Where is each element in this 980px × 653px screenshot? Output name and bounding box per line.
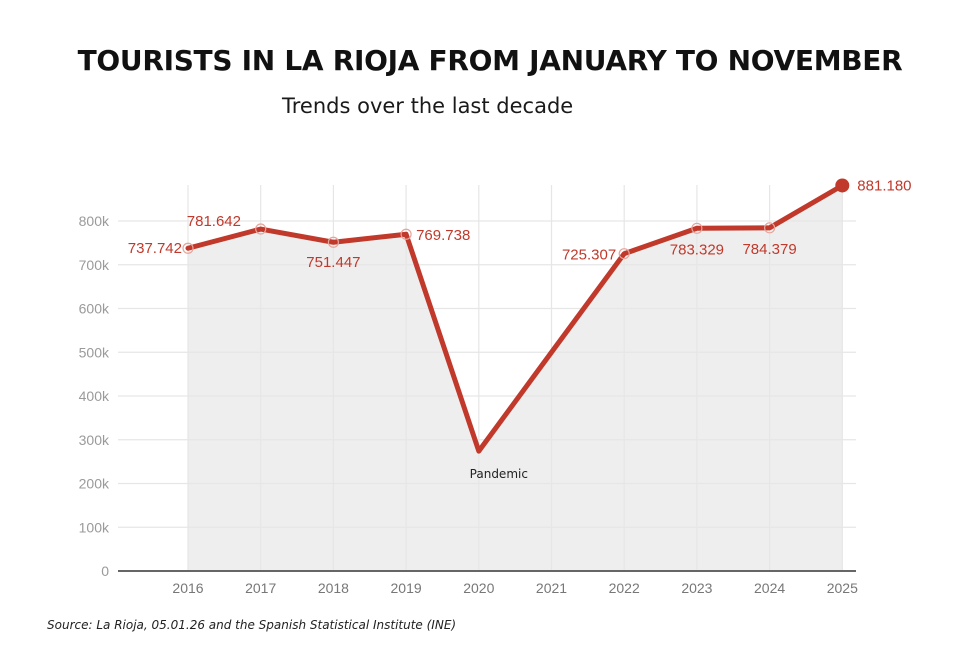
y-tick-label: 100k xyxy=(79,519,110,535)
data-point-marker[interactable] xyxy=(255,223,267,235)
data-point-marker[interactable] xyxy=(327,236,339,248)
annotations: Pandemic xyxy=(470,467,528,481)
data-label: 784.379 xyxy=(742,241,796,258)
y-tick-label: 0 xyxy=(101,563,109,579)
data-markers xyxy=(182,178,850,260)
y-tick-label: 500k xyxy=(79,344,110,360)
data-label: 769.738 xyxy=(416,227,470,244)
y-axis: 0 100k 200k 300k 400k 500k 600k 700k 800k xyxy=(79,213,110,579)
x-axis: 2016 2017 2018 2019 2020 2021 2022 2023 2024 2025 xyxy=(118,570,858,596)
x-tick-label: 2018 xyxy=(318,580,349,596)
data-label: 737.742 xyxy=(128,240,182,257)
data-label: 725.307 xyxy=(562,247,616,264)
chart-title: TOURISTS IN LA RIOJA FROM JANUARY TO NOV… xyxy=(77,44,903,77)
data-point-marker[interactable] xyxy=(618,248,630,260)
x-tick-label: 2020 xyxy=(463,580,494,596)
x-tick-label: 2016 xyxy=(172,580,203,596)
data-point-marker[interactable] xyxy=(400,228,412,240)
data-point-marker[interactable] xyxy=(691,222,703,234)
data-point-marker[interactable] xyxy=(182,242,194,254)
chart-subtitle: Trends over the last decade xyxy=(282,94,574,118)
data-labels: 737.742 781.642 751.447 769.738 725.307 783.3… xyxy=(128,177,912,271)
series-line xyxy=(185,182,845,454)
x-tick-label: 2024 xyxy=(754,580,785,596)
data-label: 751.447 xyxy=(306,254,360,271)
data-point-marker[interactable] xyxy=(835,178,850,193)
x-tick-label: 2021 xyxy=(536,580,567,596)
x-tick-label: 2023 xyxy=(681,580,712,596)
y-tick-label: 300k xyxy=(79,432,110,448)
gridlines xyxy=(118,185,856,571)
area-fill xyxy=(188,185,843,571)
y-tick-label: 800k xyxy=(79,213,110,229)
data-point-marker[interactable] xyxy=(763,222,776,234)
x-tick-label: 2019 xyxy=(391,580,422,596)
data-label: 881.180 xyxy=(857,177,911,194)
data-label: 781.642 xyxy=(187,213,241,230)
y-tick-label: 700k xyxy=(79,257,110,273)
area-fill-path xyxy=(188,185,843,571)
data-line xyxy=(185,182,845,454)
source-note: Source: La Rioja, 05.01.26 and the Spani… xyxy=(47,618,457,632)
y-tick-label: 600k xyxy=(79,301,110,317)
x-tick-label: 2025 xyxy=(827,580,858,596)
pandemic-annotation: Pandemic xyxy=(470,467,528,481)
x-tick-label: 2022 xyxy=(609,580,640,596)
y-tick-label: 200k xyxy=(79,476,110,492)
y-tick-label: 400k xyxy=(79,388,110,404)
x-tick-label: 2017 xyxy=(245,580,276,596)
data-label: 783.329 xyxy=(670,241,724,258)
